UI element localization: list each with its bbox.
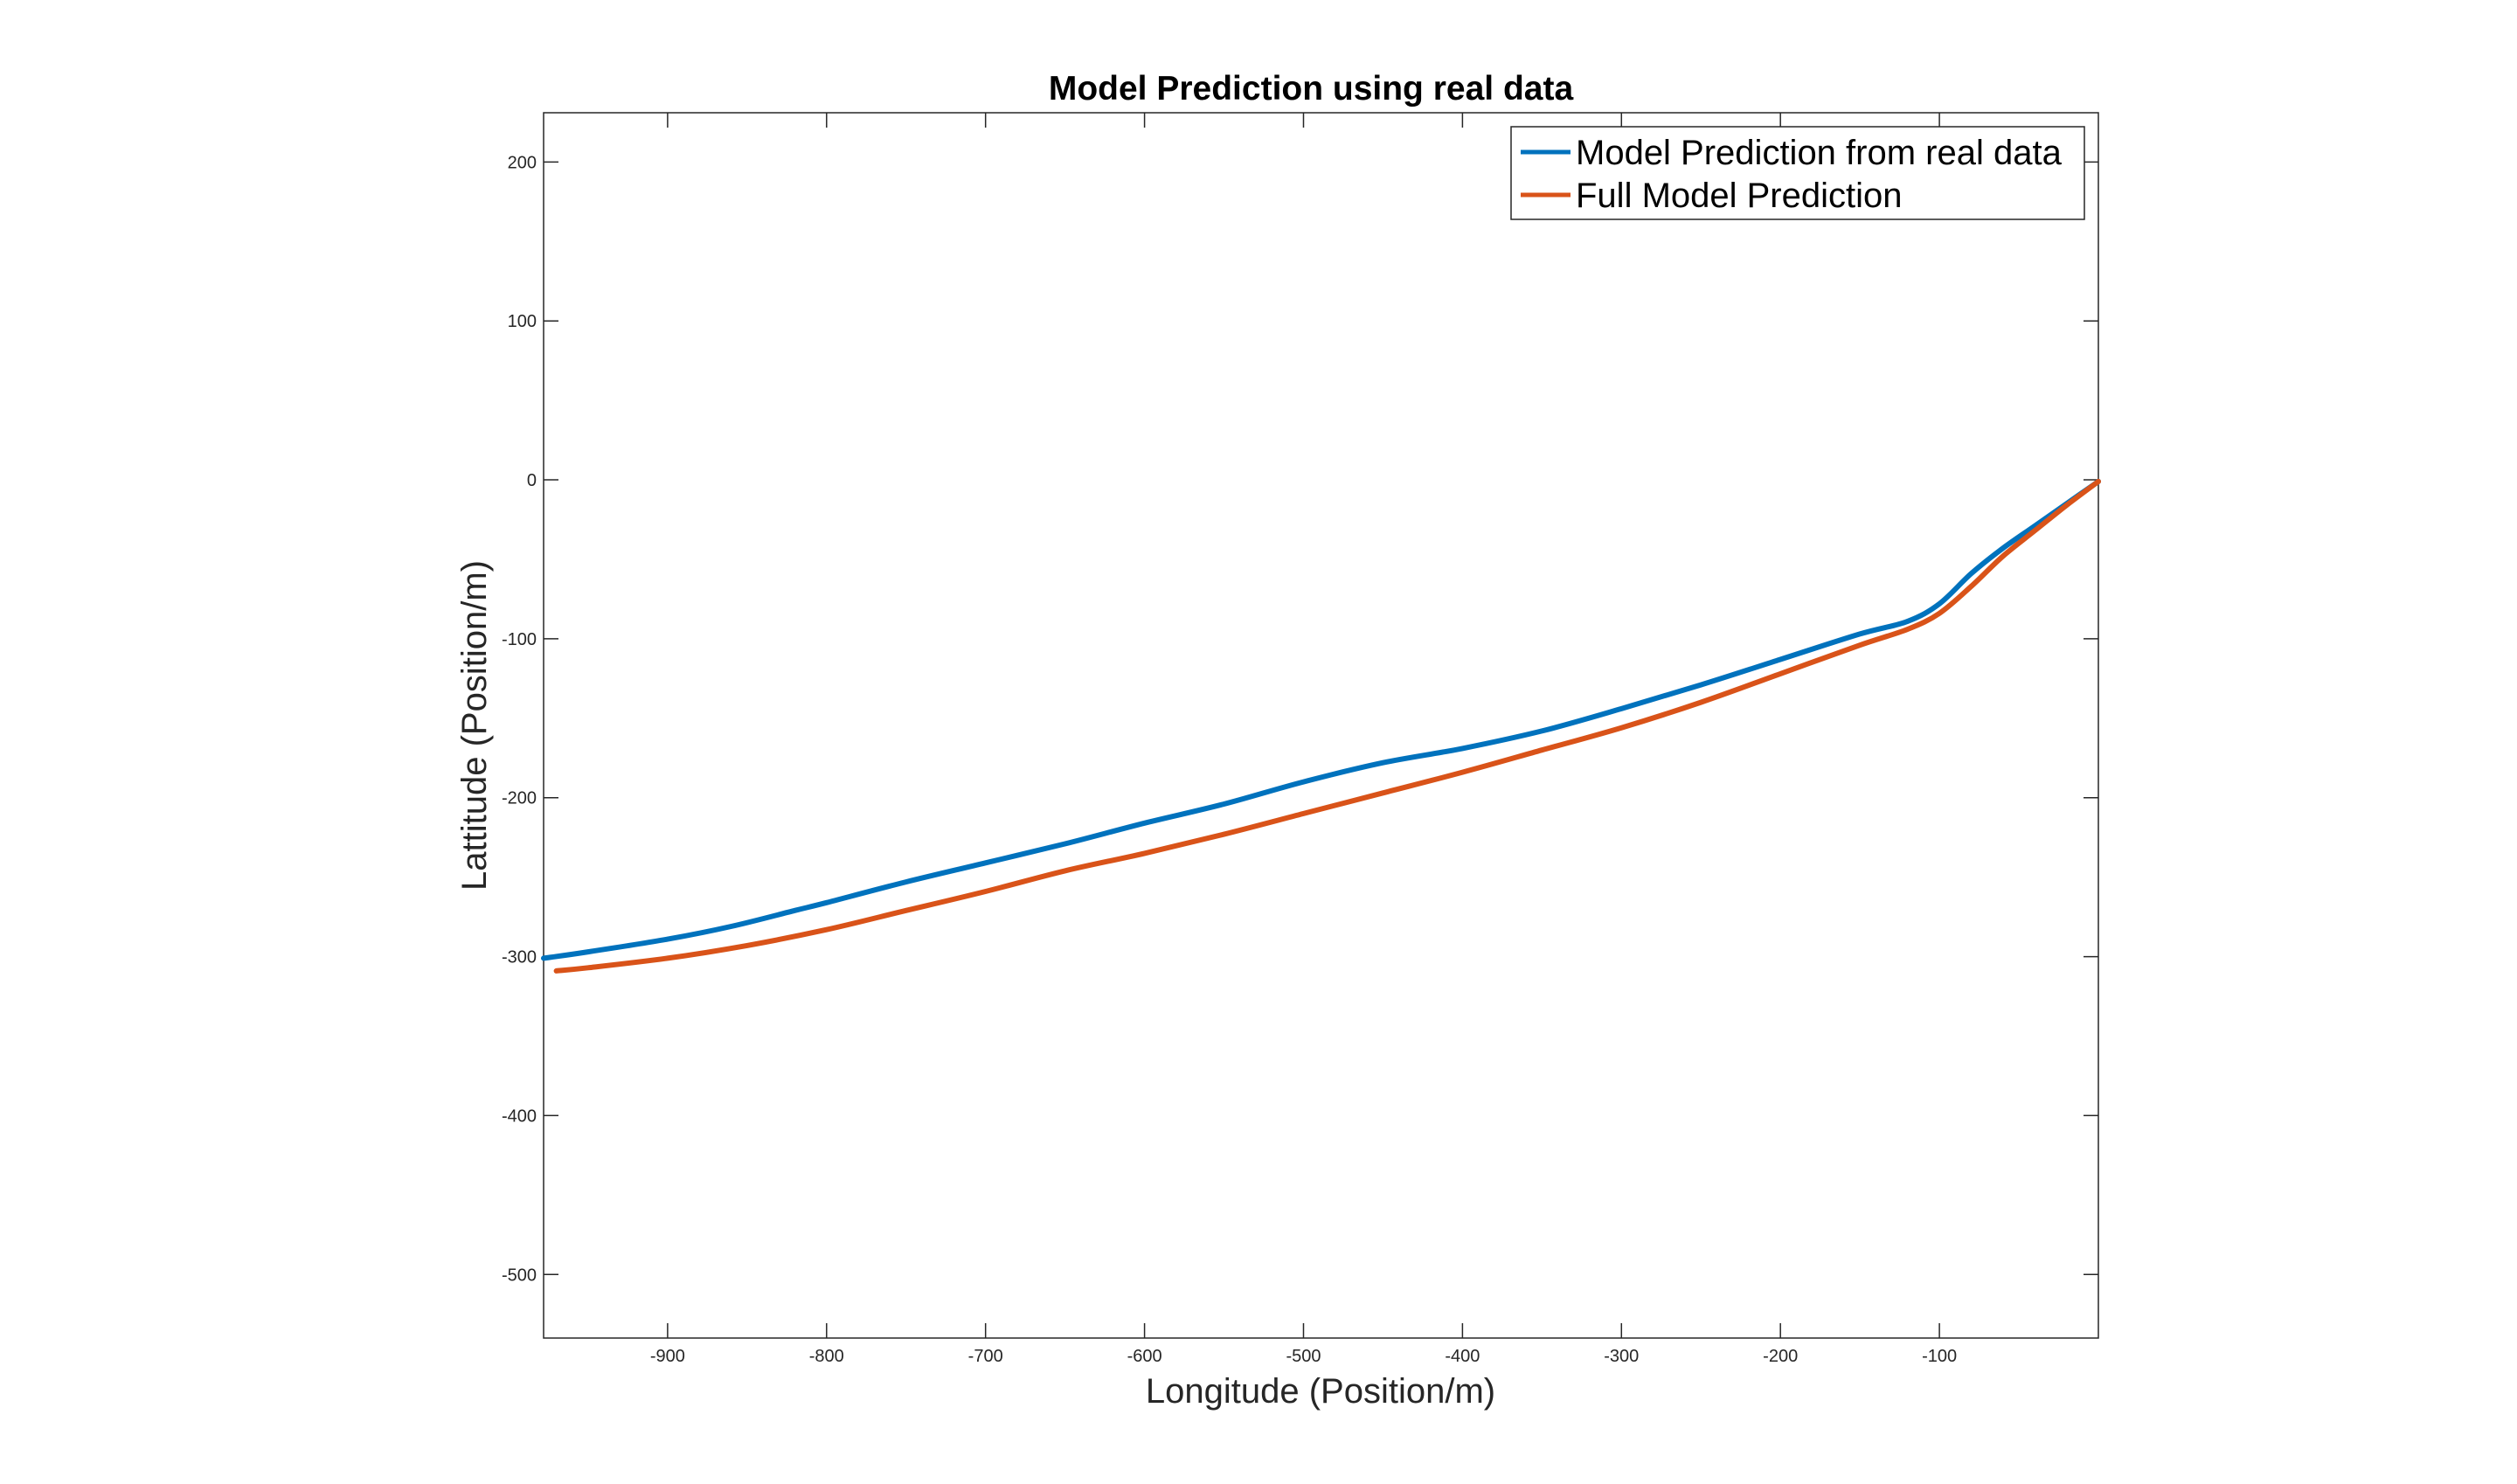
chart-title: Model Prediction using real data xyxy=(1049,70,1574,107)
y-axis-label: Lattitude (Position/m) xyxy=(455,560,494,891)
x-tick-label: -400 xyxy=(1445,1347,1480,1366)
legend-box xyxy=(1510,126,2085,220)
y-tick-label: 100 xyxy=(508,312,537,331)
y-tick-label: 0 xyxy=(527,471,537,490)
x-tick-label: -600 xyxy=(1127,1347,1162,1366)
x-tick-label: -900 xyxy=(650,1347,685,1366)
x-axis-label: Longitude (Position/m) xyxy=(1146,1372,1495,1411)
legend-label-series-2: Full Model Prediction xyxy=(1576,177,1903,215)
ticks-layer: -900 -800 -700 -600 -500 -400 -300 -200 -100 -500… xyxy=(502,113,2098,1366)
x-tick-label: -300 xyxy=(1604,1347,1639,1366)
legend-label-series-1: Model Prediction from real data xyxy=(1576,134,2063,172)
x-tick-label: -500 xyxy=(1286,1347,1321,1366)
y-tick-label: -300 xyxy=(502,948,537,967)
series-line-2 xyxy=(553,478,2101,974)
x-tick-label: -200 xyxy=(1763,1347,1798,1366)
series-layer xyxy=(541,478,2101,974)
legend: Model Prediction from real data Full Mod… xyxy=(1510,126,2085,220)
x-tick-label: -800 xyxy=(809,1347,844,1366)
y-tick-label: 200 xyxy=(508,153,537,172)
x-tick-label: -700 xyxy=(968,1347,1003,1366)
y-tick-label: -100 xyxy=(502,630,537,649)
plot-frame xyxy=(543,112,2099,1339)
series-line-1 xyxy=(541,478,2101,961)
y-tick-label: -500 xyxy=(502,1266,537,1285)
y-tick-label: -200 xyxy=(502,789,537,808)
x-tick-label: -100 xyxy=(1922,1347,1957,1366)
y-tick-label: -400 xyxy=(502,1106,537,1126)
